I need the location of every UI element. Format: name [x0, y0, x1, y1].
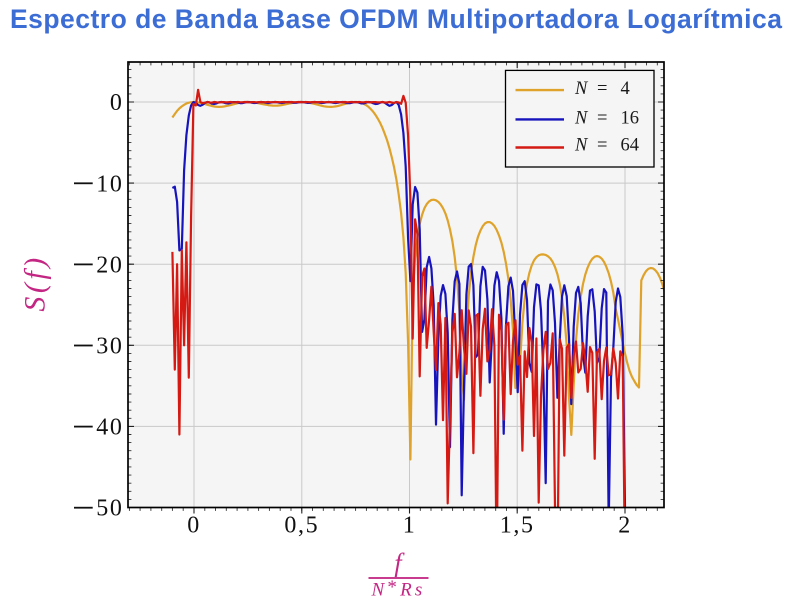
- svg-text:0: 0: [110, 90, 124, 116]
- svg-text:N=64: N = 64: [574, 136, 639, 156]
- svg-text:N*Rs: N*Rs: [371, 577, 426, 601]
- svg-text:S(f): S(f): [19, 254, 52, 311]
- svg-text:40: 40: [96, 415, 123, 441]
- svg-text:N=16: N = 16: [574, 109, 639, 129]
- svg-text:N=4: N = 4: [574, 79, 630, 99]
- svg-text:2: 2: [618, 513, 632, 539]
- svg-text:30: 30: [96, 334, 123, 360]
- svg-text:1: 1: [403, 513, 417, 539]
- svg-text:0,5: 0,5: [284, 513, 319, 539]
- svg-text:50: 50: [96, 496, 123, 522]
- svg-text:0: 0: [187, 513, 201, 539]
- svg-text:f: f: [394, 549, 405, 578]
- svg-text:10: 10: [96, 171, 123, 197]
- svg-text:20: 20: [96, 252, 123, 278]
- svg-text:1,5: 1,5: [500, 513, 535, 539]
